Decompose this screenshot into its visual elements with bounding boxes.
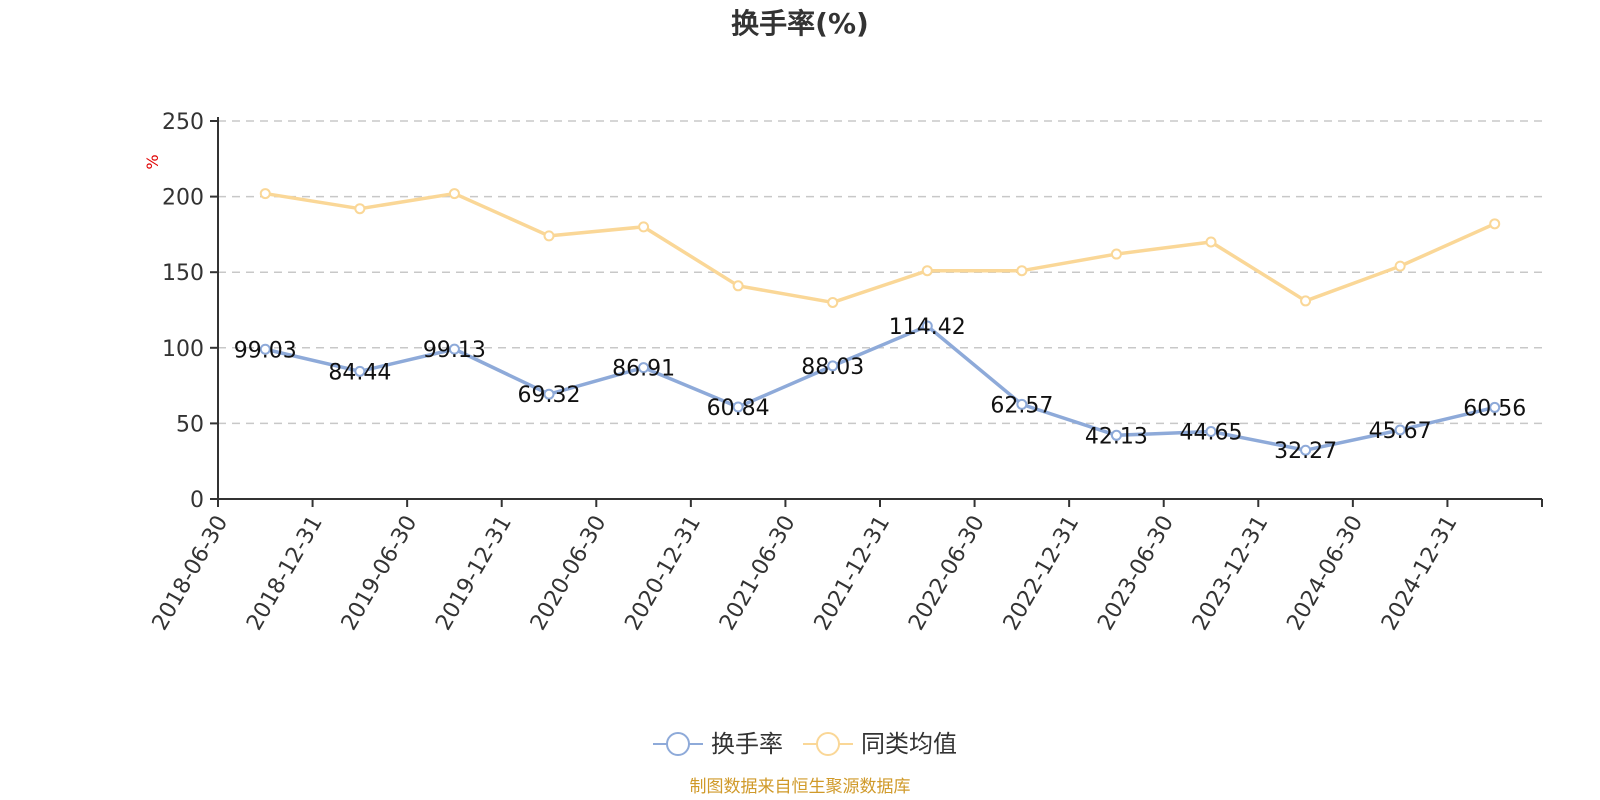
- data-point: [638, 362, 650, 374]
- legend-label: 同类均值: [861, 730, 957, 758]
- x-tick-label: 2024-06-30: [1282, 512, 1368, 635]
- data-point: [1489, 401, 1501, 413]
- series-line-0: [264, 324, 1496, 452]
- x-tick-label: 2023-06-30: [1093, 512, 1179, 635]
- data-point: [1205, 236, 1217, 248]
- data-label: 99.03: [234, 338, 297, 363]
- x-tick-label: 2020-06-30: [526, 512, 612, 635]
- data-label: 32.27: [1274, 439, 1337, 464]
- x-tick-label: 2023-12-31: [1188, 512, 1274, 635]
- data-label: 99.13: [423, 338, 486, 363]
- y-tick-label: 50: [176, 412, 204, 437]
- data-label: 44.65: [1180, 420, 1243, 445]
- data-point: [259, 343, 271, 355]
- data-label: 88.03: [801, 355, 864, 380]
- data-point: [732, 280, 744, 292]
- data-point: [921, 320, 933, 332]
- x-tick-label: 2019-06-30: [337, 511, 423, 634]
- y-unit-label: %: [143, 154, 162, 169]
- legend-marker: [816, 732, 840, 756]
- data-point: [638, 221, 650, 233]
- data-point: [1016, 265, 1028, 277]
- x-tick-label: 2024-12-31: [1377, 512, 1463, 635]
- grid-lines: [218, 120, 1542, 425]
- x-tick-label: 2018-12-31: [242, 512, 328, 635]
- legend-item-0[interactable]: 换手率: [653, 730, 783, 758]
- data-label: 60.84: [707, 396, 770, 421]
- series-line-1: [265, 191, 1496, 305]
- x-tick-label: 2022-06-30: [904, 512, 990, 635]
- x-tick-label: 2021-12-31: [810, 512, 896, 635]
- data-point: [543, 388, 555, 400]
- chart-title: 换手率(%): [731, 7, 869, 40]
- data-label: 62.57: [990, 393, 1053, 418]
- x-tick-label: 2021-06-30: [715, 512, 801, 635]
- y-tick-label: 250: [162, 110, 204, 135]
- data-point: [1205, 425, 1217, 437]
- data-point: [1110, 429, 1122, 441]
- data-point: [1110, 248, 1122, 260]
- source-note: 制图数据来自恒生聚源数据库: [690, 777, 911, 797]
- data-point: [827, 360, 839, 372]
- data-point: [354, 203, 366, 215]
- series-layer: [259, 188, 1501, 456]
- data-point: [1394, 424, 1406, 436]
- data-point: [1016, 398, 1028, 410]
- y-tick-label: 150: [162, 261, 204, 286]
- data-label: 45.67: [1369, 419, 1432, 444]
- y-tick-label: 200: [162, 186, 204, 211]
- data-point: [732, 401, 744, 413]
- x-tick-label: 2018-06-30: [148, 512, 234, 635]
- x-tick-label: 2019-12-31: [431, 512, 517, 635]
- y-tick-label: 100: [162, 337, 204, 362]
- data-point: [1300, 295, 1312, 307]
- legend[interactable]: 换手率 同类均值: [653, 730, 957, 758]
- data-point: [448, 188, 460, 200]
- data-point: [1489, 218, 1501, 230]
- x-tick-label: 2020-12-31: [620, 512, 706, 635]
- x-tick-label: 2022-12-31: [999, 512, 1085, 635]
- data-point: [1300, 444, 1312, 456]
- data-label: 42.13: [1085, 424, 1148, 449]
- data-label: 69.32: [518, 383, 581, 408]
- data-point: [543, 230, 555, 242]
- data-point: [448, 343, 460, 355]
- legend-label: 换手率: [711, 730, 783, 758]
- data-point: [259, 188, 271, 200]
- data-point: [1394, 260, 1406, 272]
- data-label: 60.56: [1463, 396, 1526, 421]
- data-labels: 99.03 84.44 99.13 69.32 86.91 60.84 88.03 114.4…: [234, 315, 1526, 464]
- y-tick-label: 0: [190, 488, 204, 513]
- data-point: [354, 365, 366, 377]
- data-label: 114.42: [889, 315, 966, 340]
- legend-marker: [666, 732, 690, 756]
- data-label: 86.91: [612, 357, 675, 382]
- legend-item-1[interactable]: 同类均值: [803, 730, 957, 758]
- data-label: 84.44: [328, 360, 391, 385]
- data-point: [827, 296, 839, 308]
- data-point: [921, 265, 933, 277]
